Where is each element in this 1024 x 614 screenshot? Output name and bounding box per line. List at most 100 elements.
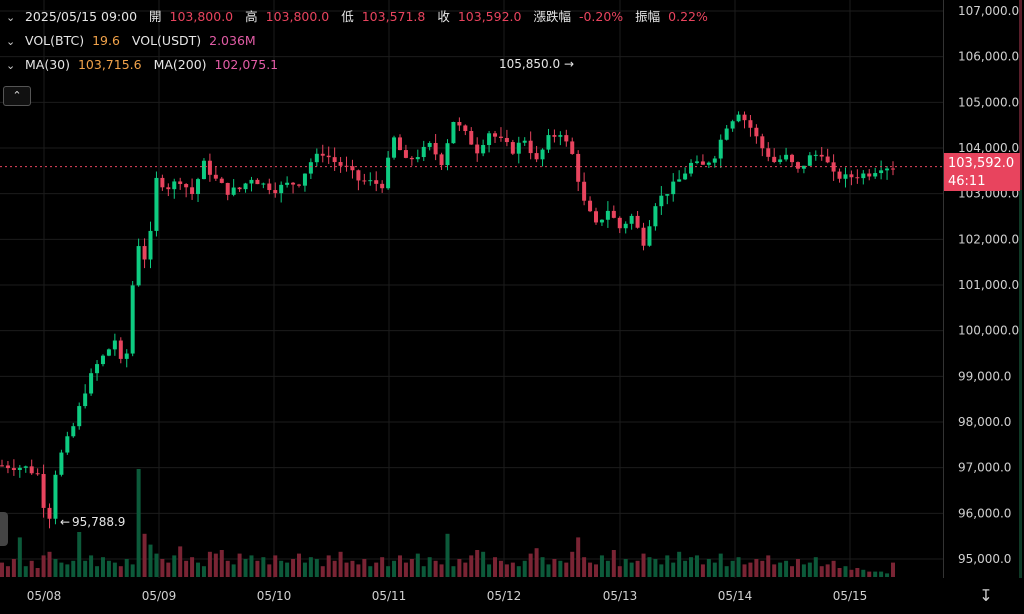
volume-bar — [546, 564, 551, 577]
volume-bar — [261, 557, 266, 577]
candle-body — [849, 174, 854, 178]
volume-bar — [629, 562, 634, 577]
volume-bar — [344, 562, 349, 577]
time-reset-icon[interactable]: ↧ — [979, 586, 993, 605]
volume-bar — [724, 566, 729, 577]
volume-bar — [457, 559, 462, 577]
volume-bar — [89, 555, 94, 577]
candle-body — [5, 465, 10, 469]
candle-body — [754, 127, 759, 137]
volume-bar — [647, 557, 652, 577]
side-drawer-handle[interactable] — [0, 512, 8, 546]
high-value: 103,800.0 — [265, 9, 330, 24]
y-tick-label: 106,000.0 — [958, 50, 1019, 64]
volume-bar — [433, 560, 438, 577]
candle-body — [706, 162, 711, 165]
volume-bar — [291, 559, 296, 577]
candle-body — [29, 466, 34, 474]
volume-bar — [130, 564, 135, 577]
candle-body — [611, 210, 616, 218]
candle-body — [873, 173, 878, 177]
volume-bar — [754, 559, 759, 577]
candle-body — [237, 187, 242, 190]
volume-bar — [528, 553, 533, 577]
volume-bar — [807, 562, 812, 577]
volume-bar — [380, 557, 385, 577]
candle-body — [148, 230, 153, 260]
volume-bar — [599, 555, 604, 577]
volume-bar — [100, 557, 105, 577]
candle-body — [837, 171, 842, 179]
candle-body — [403, 150, 408, 158]
candle-body — [267, 183, 272, 191]
candle-body — [516, 142, 521, 154]
candle-body — [647, 226, 652, 246]
candle-body — [83, 393, 88, 407]
volume-bar — [594, 564, 598, 577]
candle-body — [790, 154, 795, 163]
candle-body — [599, 219, 604, 223]
volume-bar — [617, 566, 622, 577]
volume-bar — [338, 551, 343, 577]
candle-body — [160, 177, 165, 188]
volume-bar — [350, 560, 355, 577]
candle-body — [457, 121, 462, 126]
volume-bar — [504, 564, 509, 577]
volume-bar — [326, 555, 331, 577]
volume-bar — [83, 560, 88, 577]
volume-bar — [463, 562, 468, 577]
candle-body — [469, 131, 474, 145]
volume-bar — [552, 559, 557, 577]
volume-bar — [813, 557, 818, 577]
close-value: 103,592.0 — [457, 9, 522, 24]
volume-bar — [861, 569, 866, 577]
volume-bar — [415, 553, 420, 577]
candle-body — [196, 179, 201, 195]
candle-body — [712, 158, 717, 163]
volume-bar — [801, 564, 806, 577]
volume-bar — [23, 566, 28, 577]
low-marker-arrow: ← — [60, 515, 70, 529]
volume-bar — [297, 553, 301, 577]
volume-bar — [487, 564, 492, 577]
x-tick-label: 05/11 — [372, 589, 407, 603]
chevron-down-icon[interactable]: ⌄ — [6, 35, 16, 48]
candle-body — [249, 179, 254, 184]
ma30-label: MA(30) — [24, 57, 70, 72]
candle-body — [736, 114, 741, 122]
chevron-down-icon[interactable]: ⌄ — [6, 11, 16, 24]
y-axis-divider — [943, 0, 944, 578]
volume-bar — [124, 559, 129, 577]
volume-bar — [784, 560, 789, 577]
volume-bar — [730, 560, 735, 577]
candle-body — [308, 162, 313, 174]
candle-body — [558, 135, 563, 137]
collapse-legend-button[interactable]: ⌃ — [3, 86, 31, 106]
volume-bar — [320, 566, 325, 577]
volume-bar — [5, 566, 10, 577]
low-marker-label: 95,788.9 — [72, 515, 125, 529]
volume-bar — [213, 553, 218, 577]
candle-body — [564, 135, 569, 142]
volume-bar — [534, 548, 539, 577]
volume-bar — [706, 559, 711, 577]
candle-body — [582, 181, 587, 201]
candle-body — [380, 183, 385, 189]
chevron-down-icon[interactable]: ⌄ — [6, 59, 16, 72]
candle-body — [659, 195, 664, 207]
candle-body — [677, 179, 682, 182]
candle-body — [861, 173, 866, 179]
x-axis-ticks: 05/08 05/09 05/10 05/11 05/12 05/13 05/14 05/15 — [27, 589, 868, 603]
y-tick-label: 101,000.0 — [958, 278, 1019, 292]
candle-body — [207, 160, 212, 175]
candle-body — [273, 190, 278, 194]
volume-bar — [748, 562, 753, 577]
candle-body — [154, 177, 159, 231]
candle-body — [320, 153, 325, 156]
volume-bar — [148, 544, 153, 577]
volume-bar — [516, 566, 521, 577]
candle-body — [778, 159, 783, 163]
volume-bar — [879, 571, 884, 577]
candle-body — [671, 181, 676, 195]
